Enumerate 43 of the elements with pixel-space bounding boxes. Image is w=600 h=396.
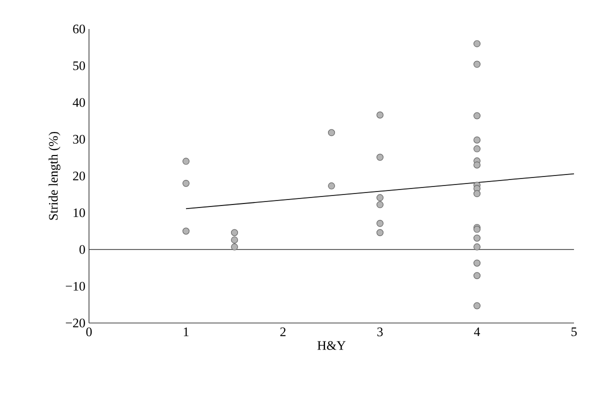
x-tick-label: 5 bbox=[572, 328, 577, 336]
point bbox=[328, 182, 336, 190]
point bbox=[474, 112, 481, 120]
x-tick-label: 3 bbox=[377, 328, 383, 336]
y-tick-label: 30 bbox=[73, 134, 85, 144]
point bbox=[328, 129, 336, 136]
point bbox=[474, 234, 481, 242]
y-tick-label: 10 bbox=[74, 208, 85, 218]
point bbox=[474, 272, 481, 280]
y-tick-label: 0 bbox=[80, 245, 85, 254]
point bbox=[231, 229, 238, 236]
point bbox=[474, 260, 481, 267]
point bbox=[474, 190, 481, 198]
point bbox=[474, 40, 481, 48]
point bbox=[231, 236, 238, 244]
y-tick-label: 60 bbox=[73, 24, 85, 34]
point bbox=[474, 243, 481, 250]
point bbox=[474, 302, 481, 310]
x-tick-label: 4 bbox=[474, 328, 480, 336]
point bbox=[474, 145, 481, 152]
point bbox=[474, 136, 481, 144]
y-tick-label: −10 bbox=[66, 282, 85, 291]
point bbox=[376, 194, 384, 202]
point bbox=[376, 154, 384, 161]
x-tick-label: 1 bbox=[184, 328, 188, 336]
y-tick-label: 20 bbox=[73, 172, 85, 180]
point bbox=[376, 229, 384, 236]
y-tick-label: 50 bbox=[73, 61, 85, 70]
y-tick-label: −20 bbox=[66, 318, 85, 328]
point bbox=[474, 60, 481, 68]
x-axis-title: H&Y bbox=[317, 341, 346, 350]
point bbox=[182, 180, 190, 187]
point bbox=[376, 220, 384, 227]
y-tick-label: 40 bbox=[72, 98, 85, 107]
x-tick-label: 0 bbox=[86, 328, 92, 336]
point bbox=[376, 111, 384, 118]
point bbox=[376, 201, 384, 208]
y-axis-title: Stride length (%) bbox=[48, 132, 60, 220]
point bbox=[474, 161, 481, 168]
point bbox=[231, 243, 238, 250]
point bbox=[182, 228, 190, 235]
x-tick-label: 2 bbox=[280, 328, 286, 336]
point bbox=[182, 158, 190, 165]
